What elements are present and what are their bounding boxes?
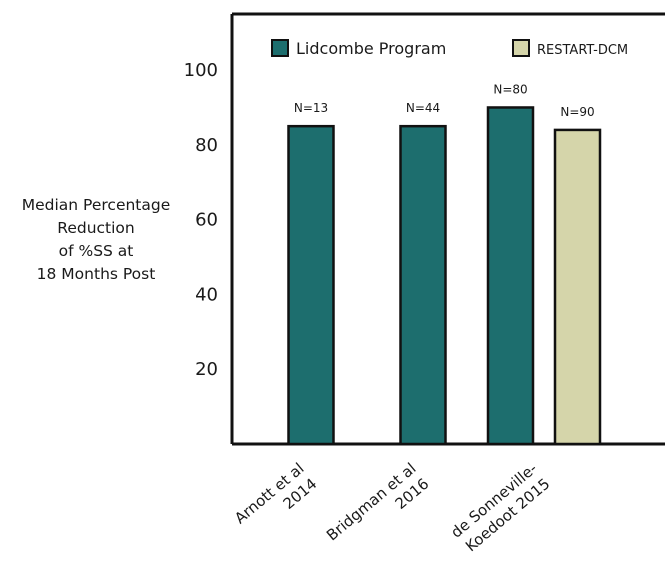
bar-annotation: N=80 bbox=[493, 82, 527, 96]
legend-label: RESTART-DCM bbox=[537, 43, 628, 58]
bar-annotation: N=44 bbox=[406, 101, 440, 115]
legend-swatch bbox=[512, 39, 530, 57]
y-tick-label: 100 bbox=[184, 60, 218, 81]
bars bbox=[287, 106, 602, 446]
y-axis-label-line: of %SS at bbox=[59, 242, 134, 260]
y-axis-label-line: Reduction bbox=[57, 219, 135, 237]
bar bbox=[287, 124, 335, 446]
category-label: de Sonneville-Koedoot 2015 bbox=[447, 459, 553, 555]
y-tick-label: 60 bbox=[195, 210, 218, 231]
bar bbox=[553, 128, 602, 446]
bar bbox=[486, 106, 535, 446]
y-axis-label-line: Median Percentage bbox=[22, 196, 171, 214]
bar bbox=[399, 124, 447, 446]
y-axis-label-line: 18 Months Post bbox=[37, 265, 156, 283]
legend: Lidcombe Program RESTART-DCM bbox=[271, 39, 628, 58]
bar-annotation: N=13 bbox=[294, 101, 328, 115]
legend-swatch bbox=[271, 39, 289, 57]
bar-annotation: N=90 bbox=[560, 105, 594, 119]
y-tick-label: 80 bbox=[195, 135, 218, 156]
legend-label: Lidcombe Program bbox=[296, 39, 446, 58]
y-tick-label: 40 bbox=[195, 284, 218, 305]
y-tick-label: 20 bbox=[195, 359, 218, 380]
